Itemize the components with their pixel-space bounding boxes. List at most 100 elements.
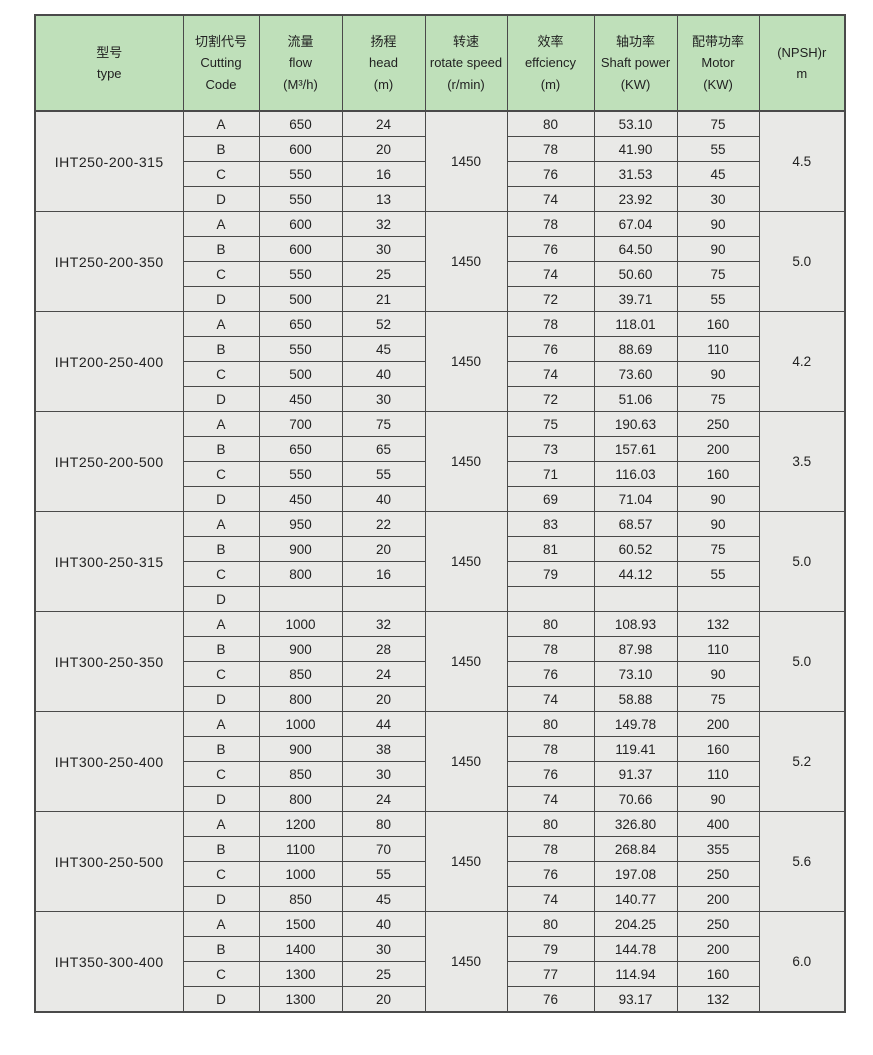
shaft-power-cell: 23.92 bbox=[593, 186, 678, 212]
spec-row: IHT300-250-400 A 1000 44 1450 80 149.78 200 5.2 bbox=[34, 711, 846, 812]
head-cell: 16 bbox=[341, 161, 426, 187]
efficiency-cell: 81 bbox=[506, 536, 595, 562]
col-header-head: 扬程 head (m) bbox=[341, 14, 426, 112]
head-cell: 30 bbox=[341, 386, 426, 412]
shaft-power-cell: 119.41 bbox=[593, 736, 678, 762]
efficiency-cell: 76 bbox=[506, 236, 595, 262]
code-cell: C bbox=[182, 661, 260, 687]
code-cell: C bbox=[182, 261, 260, 287]
head-cell: 44 bbox=[341, 711, 426, 737]
col-header-motor: 配带功率 Motor (KW) bbox=[676, 14, 760, 112]
shaft-power-cell: 60.52 bbox=[593, 536, 678, 562]
code-cell: B bbox=[182, 136, 260, 162]
pump-spec-table: 型号 type 切割代号 Cutting Code 流量 flow (M³/h) 扬程 head (… bbox=[34, 14, 846, 1013]
col-header-cutting-code-line: Cutting bbox=[200, 55, 242, 71]
flow-cell: 850 bbox=[258, 886, 343, 912]
spec-row: D 450 30 72 51.06 75 bbox=[35, 386, 845, 412]
col-header-shaft-power-line: 轴功率 bbox=[615, 33, 655, 49]
head-cell: 55 bbox=[341, 461, 426, 487]
motor-cell: 90 bbox=[676, 361, 760, 387]
npsh-cell: 6.0 bbox=[758, 911, 846, 1013]
flow-cell: 650 bbox=[258, 110, 343, 137]
spec-row: C 500 40 74 73.60 90 bbox=[35, 361, 845, 387]
efficiency-cell: 71 bbox=[506, 461, 595, 487]
shaft-power-cell: 116.03 bbox=[593, 461, 678, 487]
flow-cell: 600 bbox=[258, 211, 343, 237]
speed-cell: 1450 bbox=[424, 811, 508, 912]
head-cell: 40 bbox=[341, 911, 426, 937]
shaft-power-cell: 44.12 bbox=[593, 561, 678, 587]
model-cell: IHT250-200-500 bbox=[34, 411, 184, 512]
col-header-shaft-power-line: Shaft power bbox=[600, 55, 671, 71]
motor-cell: 110 bbox=[676, 761, 760, 787]
shaft-power-cell: 326.80 bbox=[593, 811, 678, 837]
spec-row: B 650 65 73 157.61 200 bbox=[35, 436, 845, 462]
col-header-motor-line: 配带功率 bbox=[691, 33, 744, 49]
code-cell: B bbox=[182, 936, 260, 962]
flow-cell: 1000 bbox=[258, 611, 343, 637]
flow-cell: 900 bbox=[258, 736, 343, 762]
code-cell: A bbox=[182, 911, 260, 937]
flow-cell: 950 bbox=[258, 511, 343, 537]
npsh-cell: 5.0 bbox=[758, 611, 846, 712]
flow-cell: 900 bbox=[258, 636, 343, 662]
motor-cell: 55 bbox=[676, 561, 760, 587]
table-body: IHT250-200-315 A 650 24 1450 80 53.10 75 4.5 B 600… bbox=[34, 110, 846, 1013]
code-cell: A bbox=[182, 211, 260, 237]
flow-cell: 1400 bbox=[258, 936, 343, 962]
col-header-cutting-code: 切割代号 Cutting Code bbox=[182, 14, 260, 112]
efficiency-cell: 74 bbox=[506, 786, 595, 812]
motor-cell: 160 bbox=[676, 736, 760, 762]
col-header-flow: 流量 flow (M³/h) bbox=[258, 14, 343, 112]
flow-cell: 450 bbox=[258, 486, 343, 512]
spec-row: IHT250-200-350 A 600 32 1450 78 67.04 90 5.0 bbox=[34, 211, 846, 312]
flow-cell: 1200 bbox=[258, 811, 343, 837]
head-cell: 30 bbox=[341, 236, 426, 262]
model-cell: IHT300-250-400 bbox=[34, 711, 184, 812]
motor-cell: 55 bbox=[676, 136, 760, 162]
motor-cell: 90 bbox=[676, 486, 760, 512]
col-header-rotate-speed-line: (r/min) bbox=[447, 76, 485, 92]
shaft-power-cell: 190.63 bbox=[593, 411, 678, 437]
header-row: 型号 type 切割代号 Cutting Code 流量 flow (M³/h) 扬程 head (… bbox=[34, 14, 846, 112]
head-cell: 20 bbox=[341, 136, 426, 162]
col-header-npsh: (NPSH)r m bbox=[758, 14, 846, 112]
model-cell: IHT250-200-315 bbox=[34, 110, 184, 212]
motor-cell: 160 bbox=[676, 311, 760, 337]
spec-row: C 1000 55 76 197.08 250 bbox=[35, 861, 845, 887]
efficiency-cell: 78 bbox=[506, 136, 595, 162]
code-cell: A bbox=[182, 511, 260, 537]
col-header-type-line: type bbox=[96, 66, 122, 81]
head-cell: 52 bbox=[341, 311, 426, 337]
motor-cell: 250 bbox=[676, 911, 760, 937]
code-cell: D bbox=[182, 286, 260, 312]
col-header-head-line: head bbox=[369, 55, 398, 71]
code-cell: C bbox=[182, 961, 260, 987]
motor-cell: 250 bbox=[676, 861, 760, 887]
shaft-power-cell bbox=[593, 586, 678, 612]
col-header-motor-line: Motor bbox=[701, 55, 735, 71]
code-cell: C bbox=[182, 761, 260, 787]
spec-row: IHT200-250-400 A 650 52 1450 78 118.01 160 4.2 bbox=[34, 311, 846, 412]
shaft-power-cell: 140.77 bbox=[593, 886, 678, 912]
head-cell: 25 bbox=[341, 961, 426, 987]
flow-cell: 1300 bbox=[258, 986, 343, 1013]
shaft-power-cell: 268.84 bbox=[593, 836, 678, 862]
motor-cell: 90 bbox=[676, 236, 760, 262]
shaft-power-cell: 70.66 bbox=[593, 786, 678, 812]
efficiency-cell: 72 bbox=[506, 286, 595, 312]
col-header-efficiency-line: 效率 bbox=[537, 33, 564, 49]
spec-row: B 900 28 78 87.98 110 bbox=[35, 636, 845, 662]
head-cell: 80 bbox=[341, 811, 426, 837]
shaft-power-cell: 64.50 bbox=[593, 236, 678, 262]
efficiency-cell: 74 bbox=[506, 686, 595, 712]
efficiency-cell: 78 bbox=[506, 311, 595, 337]
head-cell: 70 bbox=[341, 836, 426, 862]
head-cell: 20 bbox=[341, 536, 426, 562]
motor-cell: 90 bbox=[676, 786, 760, 812]
col-header-type-line: 型号 bbox=[96, 44, 123, 60]
efficiency-cell: 80 bbox=[506, 711, 595, 737]
flow-cell: 650 bbox=[258, 436, 343, 462]
motor-cell: 200 bbox=[676, 436, 760, 462]
code-cell: B bbox=[182, 336, 260, 362]
